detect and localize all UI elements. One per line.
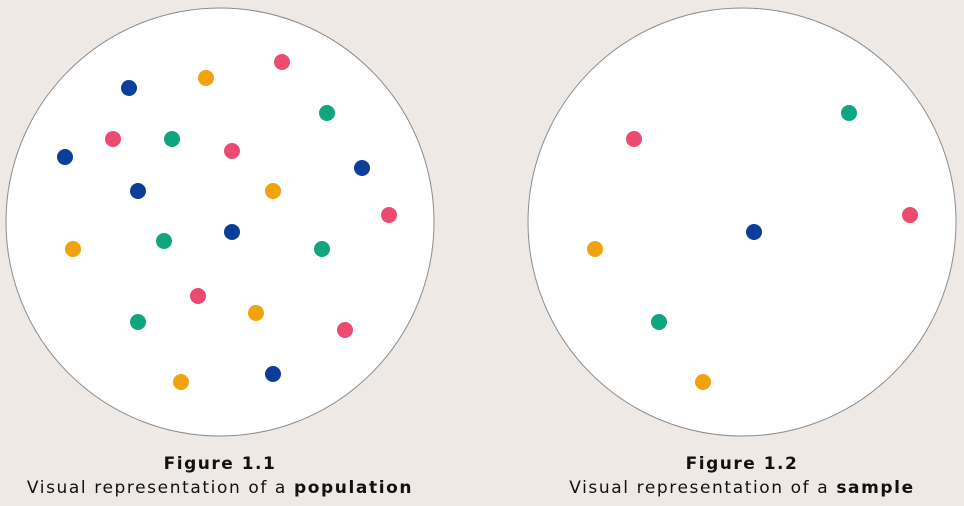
blue-dot (121, 80, 137, 96)
sample-diagram (527, 7, 957, 437)
figure-1-title: Figure 1.1 (163, 454, 277, 474)
pink-dot (626, 131, 642, 147)
orange-dot (587, 241, 603, 257)
blue-dot (265, 366, 281, 382)
blue-dot (57, 149, 73, 165)
orange-dot (265, 183, 281, 199)
pink-dot (274, 54, 290, 70)
green-dot (841, 105, 857, 121)
figure-1-caption-bold: population (293, 478, 414, 498)
green-dot (156, 233, 172, 249)
green-dot (164, 131, 180, 147)
orange-dot (695, 374, 711, 390)
green-dot (314, 241, 330, 257)
figure-sample: Figure 1.2 Visual representation of a sa… (522, 0, 962, 506)
pink-dot (337, 322, 353, 338)
green-dot (130, 314, 146, 330)
pink-dot (190, 288, 206, 304)
figure-2-caption-text: Visual representation of a (569, 478, 837, 498)
figure-2-caption: Visual representation of a sample (522, 478, 962, 498)
sample-circle (527, 7, 957, 437)
blue-dot (224, 224, 240, 240)
figure-2-caption-bold: sample (836, 478, 915, 498)
figure-2-title: Figure 1.2 (685, 454, 799, 474)
orange-dot (248, 305, 264, 321)
green-dot (651, 314, 667, 330)
orange-dot (198, 70, 214, 86)
pink-dot (105, 131, 121, 147)
pink-dot (902, 207, 918, 223)
pink-dot (381, 207, 397, 223)
blue-dot (130, 183, 146, 199)
orange-dot (65, 241, 81, 257)
population-diagram (5, 7, 435, 437)
figure-1-caption-text: Visual representation of a (26, 478, 294, 498)
blue-dot (354, 160, 370, 176)
orange-dot (173, 374, 189, 390)
figure-population: Figure 1.1 Visual representation of a po… (0, 0, 440, 506)
green-dot (319, 105, 335, 121)
blue-dot (746, 224, 762, 240)
figure-1-caption: Visual representation of a population (0, 478, 440, 498)
pink-dot (224, 143, 240, 159)
population-circle (5, 7, 435, 437)
